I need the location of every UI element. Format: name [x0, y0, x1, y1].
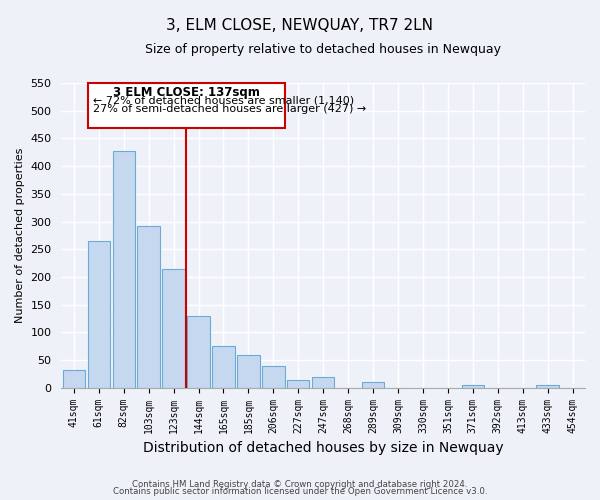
X-axis label: Distribution of detached houses by size in Newquay: Distribution of detached houses by size … — [143, 441, 503, 455]
Bar — [137, 226, 160, 388]
Bar — [163, 268, 185, 388]
Bar — [362, 382, 384, 388]
Bar — [312, 376, 334, 388]
Bar — [262, 366, 284, 388]
Text: 3, ELM CLOSE, NEWQUAY, TR7 2LN: 3, ELM CLOSE, NEWQUAY, TR7 2LN — [167, 18, 433, 32]
Text: Contains HM Land Registry data © Crown copyright and database right 2024.: Contains HM Land Registry data © Crown c… — [132, 480, 468, 489]
Bar — [212, 346, 235, 388]
Bar — [113, 150, 135, 388]
FancyBboxPatch shape — [88, 83, 284, 128]
Text: 27% of semi-detached houses are larger (427) →: 27% of semi-detached houses are larger (… — [92, 104, 366, 114]
Text: Contains public sector information licensed under the Open Government Licence v3: Contains public sector information licen… — [113, 488, 487, 496]
Bar — [88, 241, 110, 388]
Bar — [536, 385, 559, 388]
Title: Size of property relative to detached houses in Newquay: Size of property relative to detached ho… — [145, 42, 501, 56]
Text: 3 ELM CLOSE: 137sqm: 3 ELM CLOSE: 137sqm — [113, 86, 260, 99]
Bar — [62, 370, 85, 388]
Bar — [237, 355, 260, 388]
Bar — [187, 316, 210, 388]
Text: ← 72% of detached houses are smaller (1,140): ← 72% of detached houses are smaller (1,… — [92, 95, 353, 105]
Y-axis label: Number of detached properties: Number of detached properties — [15, 148, 25, 323]
Bar — [287, 380, 310, 388]
Bar — [461, 386, 484, 388]
